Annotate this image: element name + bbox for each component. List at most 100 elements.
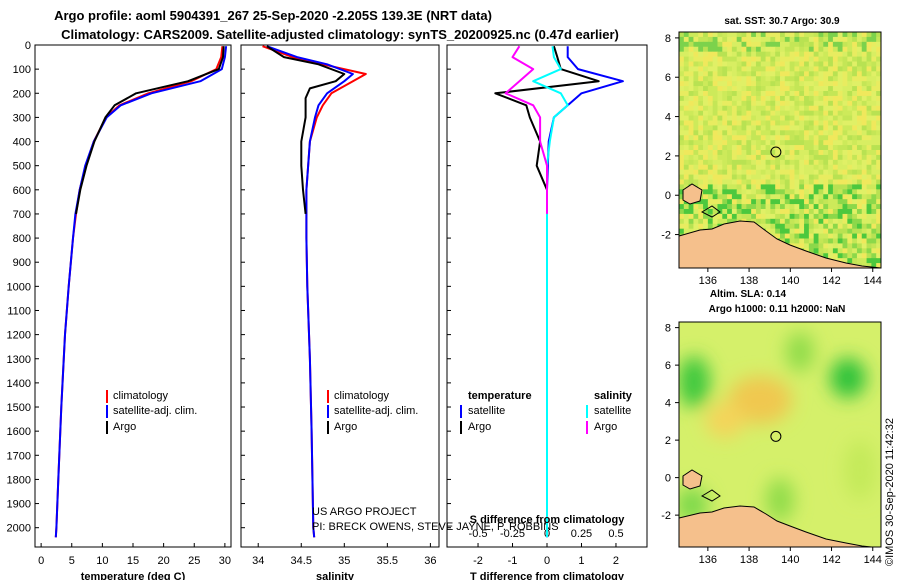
heatmap-cell <box>804 91 810 97</box>
heatmap-cell <box>751 199 757 205</box>
heatmap-cell <box>765 150 771 156</box>
heatmap-cell <box>871 159 877 166</box>
heatmap-cell <box>717 169 723 175</box>
heatmap-cell <box>866 100 872 107</box>
heatmap-cell <box>866 115 872 121</box>
heatmap-cell <box>727 145 733 151</box>
heatmap-cell <box>813 120 819 126</box>
heatmap-cell <box>741 120 747 126</box>
heatmap-cell <box>780 32 786 38</box>
heatmap-cell <box>703 56 709 62</box>
heatmap-cell <box>837 184 843 190</box>
heatmap-cell <box>746 115 752 121</box>
heatmap-cell <box>842 194 848 200</box>
heatmap-cell <box>842 125 848 131</box>
heatmap-cell <box>755 189 762 195</box>
heatmap-cell <box>784 209 791 215</box>
heatmap-cell <box>789 32 795 38</box>
heatmap-cell <box>871 100 877 107</box>
heatmap-cell <box>818 169 824 175</box>
heatmap-cell <box>765 154 771 161</box>
heatmap-cell <box>693 159 699 166</box>
heatmap-cell <box>789 233 795 239</box>
heatmap-cell <box>741 204 747 210</box>
heatmap-cell <box>703 159 709 166</box>
heatmap-cell <box>823 204 829 210</box>
heatmap-cell <box>703 46 709 53</box>
heatmap-cell <box>866 233 872 239</box>
heatmap-cell <box>688 174 694 180</box>
heatmap-cell <box>852 238 858 244</box>
watermark-pi-names: PI: BRECK OWENS, STEVE JAYNE, P. ROBBINS <box>312 521 559 533</box>
heatmap-cell <box>876 91 881 97</box>
heatmap-cell <box>780 110 786 116</box>
heatmap-cell <box>741 91 747 97</box>
heatmap-cell <box>722 145 728 151</box>
heatmap-cell <box>784 115 791 121</box>
heatmap-cell <box>828 218 834 225</box>
heatmap-cell <box>866 209 872 215</box>
heatmap-cell <box>736 135 742 141</box>
heatmap-cell <box>837 194 843 200</box>
heatmap-cell <box>847 164 853 171</box>
heatmap-cell <box>731 145 738 151</box>
series-line-climatology <box>54 46 224 538</box>
heatmap-cell <box>727 140 733 146</box>
heatmap-cell <box>861 140 867 146</box>
heatmap-cell <box>847 184 853 190</box>
heatmap-cell <box>780 194 786 200</box>
heatmap-cell <box>837 32 843 38</box>
heatmap-cell <box>707 66 714 72</box>
heatmap-cell <box>789 120 795 126</box>
heatmap-cell <box>770 213 776 220</box>
heatmap-cell <box>818 120 824 126</box>
heatmap-cell <box>780 130 786 136</box>
legend-label-t-argo: Argo <box>468 421 491 433</box>
salinity-axis-label: salinity <box>316 571 355 580</box>
heatmap-cell <box>683 95 690 102</box>
heatmap-cell <box>717 145 723 151</box>
heatmap-cell <box>679 61 685 67</box>
x-tick-label: 35.5 <box>377 555 398 567</box>
heatmap-cell <box>837 66 843 72</box>
heatmap-cell <box>861 135 867 141</box>
heatmap-cell <box>755 194 762 200</box>
heatmap-cell <box>736 194 742 200</box>
heatmap-cell <box>847 41 853 48</box>
heatmap-cell <box>770 204 776 210</box>
heatmap-cell <box>804 238 810 244</box>
heatmap-cell <box>703 76 709 82</box>
heatmap-cell <box>703 179 709 185</box>
heatmap-cell <box>751 41 757 48</box>
heatmap-cell <box>784 41 791 48</box>
heatmap-cell <box>866 228 872 234</box>
heatmap-cell <box>866 238 872 244</box>
heatmap-cell <box>808 46 815 53</box>
heatmap-cell <box>804 213 810 220</box>
heatmap-cell <box>775 233 781 239</box>
heatmap-cell <box>847 238 853 244</box>
heatmap-cell <box>765 95 771 102</box>
heatmap-cell <box>765 56 771 62</box>
heatmap-cell <box>794 95 800 102</box>
land-mask <box>679 220 881 268</box>
sla-map-subtitle: Argo h1000: 0.11 h2000: NaN <box>709 304 846 315</box>
heatmap-cell <box>746 209 752 215</box>
heatmap-cell <box>741 51 747 57</box>
t-difference-axis: -2 -1 0 1 2 <box>473 543 619 567</box>
heatmap-cell <box>775 135 781 141</box>
heatmap-cell <box>832 66 839 72</box>
heatmap-cell <box>842 71 848 77</box>
depth-tick-label: 1200 <box>7 330 31 342</box>
heatmap-cell <box>717 194 723 200</box>
heatmap-cell <box>765 36 771 43</box>
heatmap-cell <box>847 66 853 72</box>
heatmap-cell <box>818 140 824 146</box>
heatmap-cell <box>856 140 863 146</box>
heatmap-cell <box>799 140 805 146</box>
heatmap-cell <box>828 71 834 77</box>
heatmap-cell <box>813 56 819 62</box>
heatmap-cell <box>746 184 752 190</box>
heatmap-cell <box>746 145 752 151</box>
heatmap-cell <box>727 218 733 225</box>
